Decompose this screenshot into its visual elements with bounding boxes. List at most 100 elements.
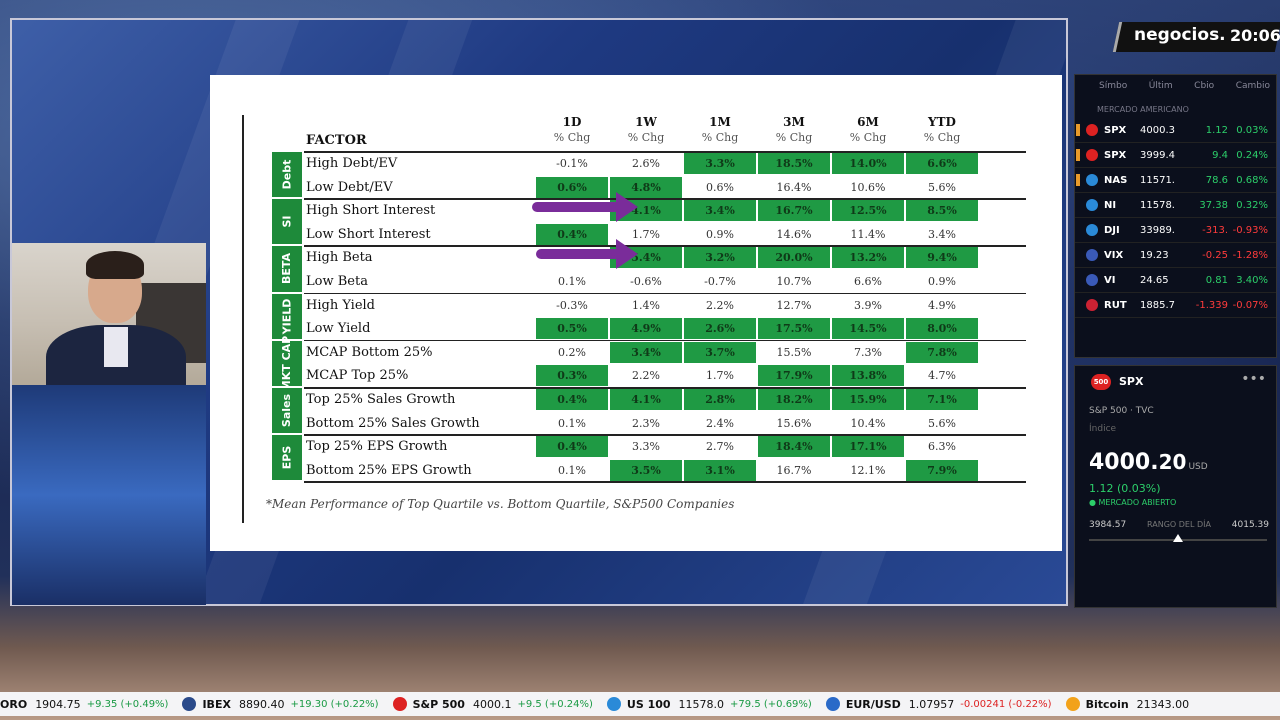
factor-value-cell: 3.7% [684,341,756,363]
ticker-name: S&P 500 [412,697,465,711]
factor-value-cell: -0.6% [630,275,662,288]
spx-title: SPX [1119,375,1144,388]
factor-row-label: Low Yield [306,321,371,337]
factor-value-cell: 18.4% [758,436,830,458]
market-row[interactable]: DJI 33989. -313. -0.93% [1075,218,1276,243]
factor-value-cell: 1.4% [632,298,660,312]
flag-icon [1086,224,1098,236]
quote-symbol: RUT [1104,299,1127,311]
ticker-change: +9.5 (+0.24%) [517,698,593,710]
spx-kind: Índice [1089,424,1117,434]
ticker-name: ORO [0,697,28,711]
quote-change: 0.81 [1205,274,1228,286]
ticker-change: +9.35 (+0.49%) [86,698,169,710]
factor-value-cell: 0.4% [536,223,608,245]
factor-value-cell: 3.5% [610,459,682,481]
factor-value-cell: 18.5% [758,153,830,174]
factor-value-cell: 8.5% [906,200,978,222]
table-bottom-rule [304,481,1026,483]
more-options-icon[interactable]: ••• [1241,371,1266,387]
spx-currency: USD [1188,462,1208,472]
instrument-icon [182,697,197,711]
group-divider [304,245,1026,247]
ticker-item: ORO 1904.75 +9.35 (+0.49%) [0,698,168,711]
factor-value-cell: 14.5% [832,318,904,340]
column-unit: % Chg [627,131,665,144]
factor-value-cell: 13.8% [832,365,904,387]
group-divider [304,198,1026,200]
market-row[interactable]: SPX 4000.3 1.12 0.03% [1075,118,1276,143]
ticker-name: US 100 [626,697,671,711]
factor-value-cell: 4.1% [610,389,682,410]
watch-marker-icon [1076,174,1080,186]
quote-change-pct: 0.03% [1236,124,1268,136]
quote-change: 9.4 [1212,149,1228,161]
factor-value-cell: 14.0% [832,153,904,174]
market-row[interactable]: NAS 11571. 78.6 0.68% [1075,168,1276,193]
factor-value-cell: 6.3% [928,440,956,454]
quote-change: 1.12 [1205,124,1228,136]
slide-left-rule [242,115,244,523]
factor-value-cell: 2.2% [706,298,734,312]
factor-value-cell: 0.4% [536,436,608,458]
market-row[interactable]: VI 24.65 0.81 3.40% [1075,268,1276,293]
group-tab: MKT CAP [272,336,302,391]
flag-icon [1086,199,1098,211]
factor-value-cell: 2.6% [632,157,660,170]
market-row[interactable]: RUT 1885.7 -1.339 -0.07% [1075,293,1276,318]
ticker-value: 8890.40 [238,697,285,711]
column-period: 3M [783,115,805,129]
range-low: 3984.57 [1089,520,1127,530]
factor-value-cell: 13.2% [832,247,904,269]
instrument-icon [825,697,840,711]
factor-value-cell: 1.7% [632,227,660,241]
market-row[interactable]: NI 11578. 37.38 0.32% [1075,193,1276,218]
instrument-icon [1065,697,1080,711]
factor-value-cell: 16.7% [758,200,830,222]
quote-last: 24.65 [1140,274,1169,286]
market-row[interactable]: VIX 19.23 -0.25 -1.28% [1075,243,1276,268]
ticker-value: 1904.75 [35,697,81,711]
market-section-label: MERCADO AMERICANO [1097,105,1189,114]
column-header-2: 1M % Chg [684,115,756,144]
ticker-change: +19.30 (+0.22%) [290,698,379,710]
column-unit: % Chg [923,131,961,144]
factor-value-cell: 0.9% [706,227,734,241]
group-label: SI [280,215,294,228]
factor-row-label: Low Short Interest [306,226,431,242]
quote-symbol: SPX [1104,149,1127,161]
quote-change: 37.38 [1199,199,1228,211]
spx-source: S&P 500 · TVC [1089,406,1154,416]
quote-last: 4000.3 [1140,124,1175,136]
flag-icon [1086,124,1098,136]
factor-value-cell: 2.4% [706,416,734,430]
group-label: EPS [280,446,294,470]
factor-value-cell: 11.4% [850,227,886,241]
factor-value-cell: 5.6% [928,416,956,430]
range-label: RANGO DEL DÍA [1147,520,1211,529]
market-headers: Símbo Últim Cbio Cambio [1075,75,1276,91]
factor-value-cell: 3.3% [684,153,756,174]
factor-value-cell: 17.9% [758,365,830,387]
ticker-name: EUR/USD [845,697,901,711]
header-last: Últim [1148,81,1173,91]
ticker-item: IBEX 8890.40 +19.30 (+0.22%) [182,697,379,711]
group-label: YIELD [280,298,294,335]
range-marker-icon [1173,534,1183,542]
factor-value-cell: 10.6% [850,180,886,194]
factor-value-cell: 15.6% [776,416,812,430]
market-row[interactable]: SPX 3999.4 9.4 0.24% [1075,143,1276,168]
ticker-item: Bitcoin 21343.00 [1065,697,1196,711]
quote-change: -1.339 [1195,299,1228,311]
factor-value-cell: 3.2% [684,247,756,269]
factor-row-label: Top 25% Sales Growth [306,392,456,407]
factor-value-cell: 2.8% [684,389,756,410]
quote-change: -0.25 [1202,249,1228,261]
column-header-3: 3M % Chg [758,115,830,144]
factor-value-cell: 0.2% [558,345,586,359]
group-divider [304,339,1026,342]
factor-value-cell: 6.6% [906,153,978,174]
factor-row-label: Bottom 25% Sales Growth [306,415,480,431]
quote-symbol: NI [1104,199,1117,211]
factor-value-cell: 3.1% [684,459,756,481]
